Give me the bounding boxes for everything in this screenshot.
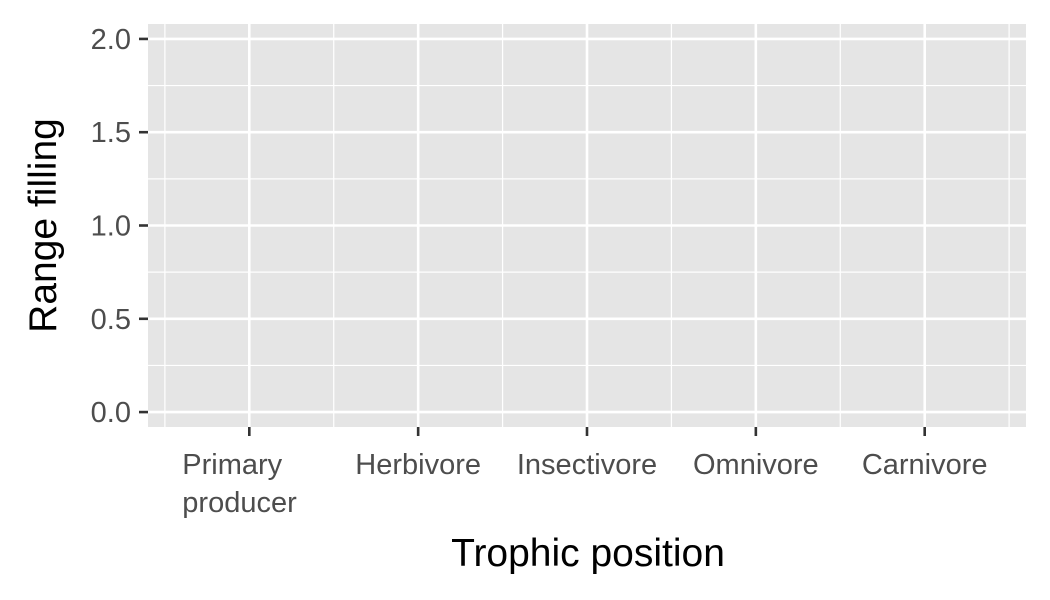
y-tick-label: 1.5 — [91, 117, 131, 149]
y-tick-label: 0.0 — [91, 397, 131, 429]
x-tick-label: Insectivore — [517, 449, 657, 481]
x-tick-label: Herbivore — [355, 449, 481, 481]
x-tick-label: Omnivore — [693, 449, 819, 481]
y-tick-label: 1.0 — [91, 211, 131, 243]
y-tick-label: 2.0 — [91, 24, 131, 56]
y-axis-title: Range filling — [22, 118, 65, 333]
x-tick-label: Carnivore — [862, 449, 988, 481]
y-tick-label: 0.5 — [91, 304, 131, 336]
x-axis-title: Trophic position — [451, 532, 725, 575]
y-axis: 0.0 0.5 1.0 1.5 2.0 — [91, 24, 148, 429]
major-gridlines — [148, 24, 1026, 427]
x-tick-label: Primary producer — [182, 449, 297, 519]
x-axis: Primary producer Herbivore Insectivore Omniv… — [182, 427, 988, 519]
